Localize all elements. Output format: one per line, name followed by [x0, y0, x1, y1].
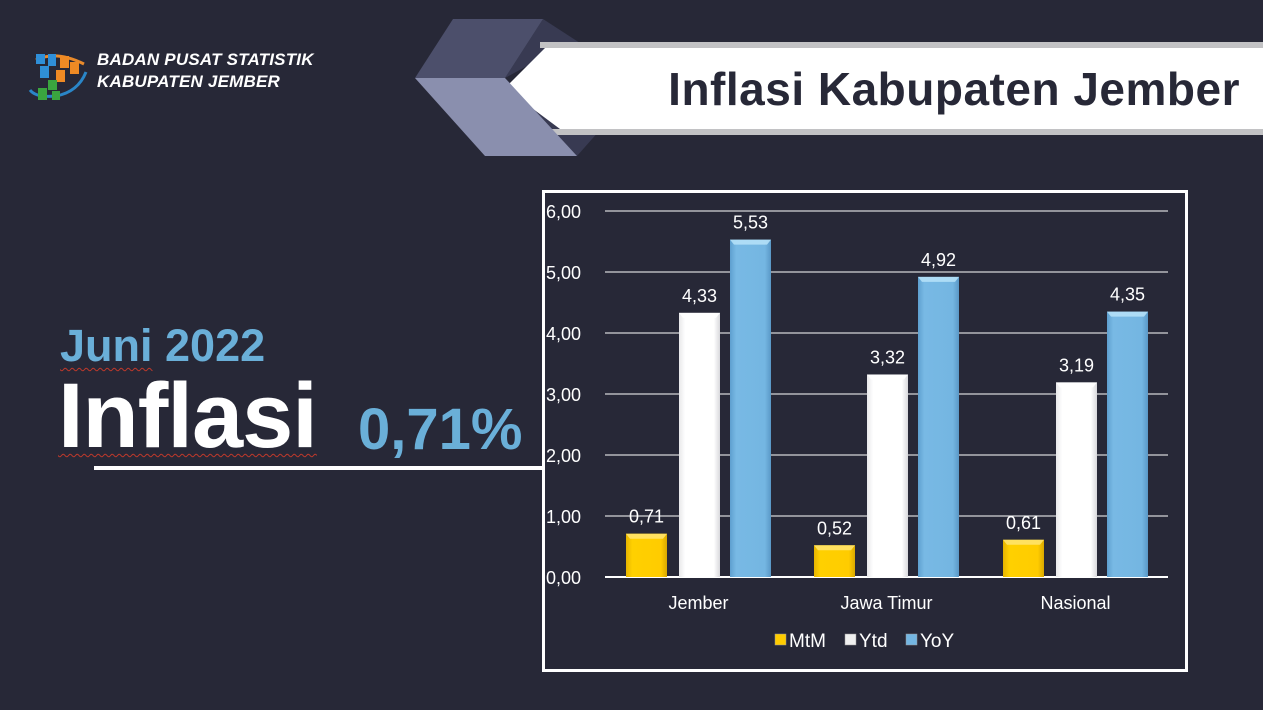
legend-label: Ytd — [859, 631, 888, 652]
y-tick-label: 3,00 — [546, 385, 581, 405]
legend-label: YoY — [920, 631, 954, 652]
org-line-1: BADAN PUSAT STATISTIK — [97, 50, 314, 69]
y-tick-label: 4,00 — [546, 324, 581, 344]
bar-mtm — [626, 533, 667, 577]
category-label: Jember — [668, 593, 728, 613]
legend-label: MtM — [789, 631, 826, 652]
category-label: Jawa Timur — [840, 593, 932, 613]
data-label: 0,61 — [1006, 513, 1041, 533]
bar-yoy — [1107, 311, 1148, 577]
data-label: 4,33 — [682, 286, 717, 306]
bar-ytd — [867, 374, 908, 577]
y-tick-label: 0,00 — [546, 568, 581, 588]
data-label: 4,35 — [1110, 285, 1145, 305]
period-label: Juni 2022 — [60, 320, 265, 372]
title-banner-graphic — [415, 19, 1263, 156]
bar-yoy — [918, 276, 959, 577]
category-label: Nasional — [1040, 593, 1110, 613]
data-label: 4,92 — [921, 250, 956, 270]
legend-swatch-yoy — [905, 633, 918, 646]
data-label: 5,53 — [733, 213, 768, 233]
bar-yoy — [730, 239, 771, 578]
data-label: 0,52 — [817, 518, 852, 538]
bar-ytd — [679, 312, 720, 577]
bps-logo-icon — [28, 54, 88, 100]
inflation-heading: Inflasi — [58, 364, 318, 469]
inflation-value: 0,71% — [358, 397, 523, 462]
legend-swatch-ytd — [844, 633, 857, 646]
bar-mtm — [1003, 539, 1044, 577]
bar-mtm — [814, 545, 855, 577]
period-month: Juni — [60, 320, 153, 371]
bar-chart: 0,00 1,00 2,00 3,00 4,00 5,00 6,00 0,71 4,33 5,53… — [546, 202, 1168, 652]
org-line-2: KABUPATEN JEMBER — [97, 72, 280, 91]
legend-swatch-mtm — [774, 633, 787, 646]
inflation-label: Inflasi — [58, 365, 318, 467]
bar-ytd — [1056, 382, 1097, 577]
divider-line — [94, 466, 544, 470]
y-tick-label: 6,00 — [546, 202, 581, 222]
inflation-chart: 0,00 1,00 2,00 3,00 4,00 5,00 6,00 0,71 4,33 5,53… — [542, 190, 1188, 672]
y-tick-label: 1,00 — [546, 507, 581, 527]
data-label: 3,32 — [870, 347, 905, 367]
y-tick-label: 2,00 — [546, 446, 581, 466]
page-title: Inflasi Kabupaten Jember — [668, 62, 1240, 115]
organization-name: BADAN PUSAT STATISTIK KABUPATEN JEMBER — [97, 49, 314, 93]
period-year: 2022 — [165, 320, 266, 371]
data-label: 3,19 — [1059, 355, 1094, 375]
data-label: 0,71 — [629, 507, 664, 527]
y-tick-label: 5,00 — [546, 263, 581, 283]
